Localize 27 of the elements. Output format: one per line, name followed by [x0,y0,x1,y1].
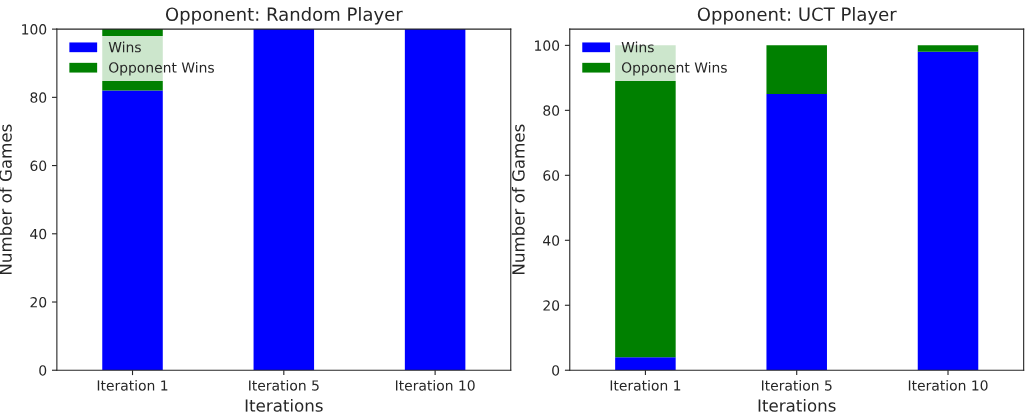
x-tick-label: Iteration 5 [762,379,832,391]
legend-label: Opponent Wins [109,62,214,76]
y-axis-title: Number of Games [511,124,525,274]
y-tick-label: 20 [30,296,47,308]
y-tick-label: 20 [543,300,560,311]
chart-title: Opponent: UCT Player [697,7,897,25]
y-tick-label: 40 [30,228,47,240]
x-tick-label: Iteration 10 [908,379,988,391]
y-tick-label: 60 [543,170,560,181]
y-tick-label: 80 [543,105,560,116]
legend-label: Wins [108,41,141,53]
chart-title: Opponent: Random Player [165,7,403,25]
legend-label: Wins [621,41,654,53]
y-tick-label: 80 [30,92,47,103]
legend-label: Opponent Wins [621,62,727,76]
x-axis-title: Iterations [245,398,323,412]
y-tick-label: 40 [543,235,560,246]
x-axis-title: Iterations [758,398,836,412]
x-tick-label: Iteration 1 [97,379,168,391]
y-tick-label: 0 [552,365,560,376]
x-tick-label: Iteration 1 [610,379,681,391]
y-tick-label: 100 [535,40,560,51]
y-tick-label: 60 [30,160,47,172]
y-tick-label: 100 [22,24,47,35]
x-tick-label: Iteration 5 [249,379,319,391]
x-tick-label: Iteration 10 [395,379,475,391]
y-tick-label: 0 [39,365,47,376]
